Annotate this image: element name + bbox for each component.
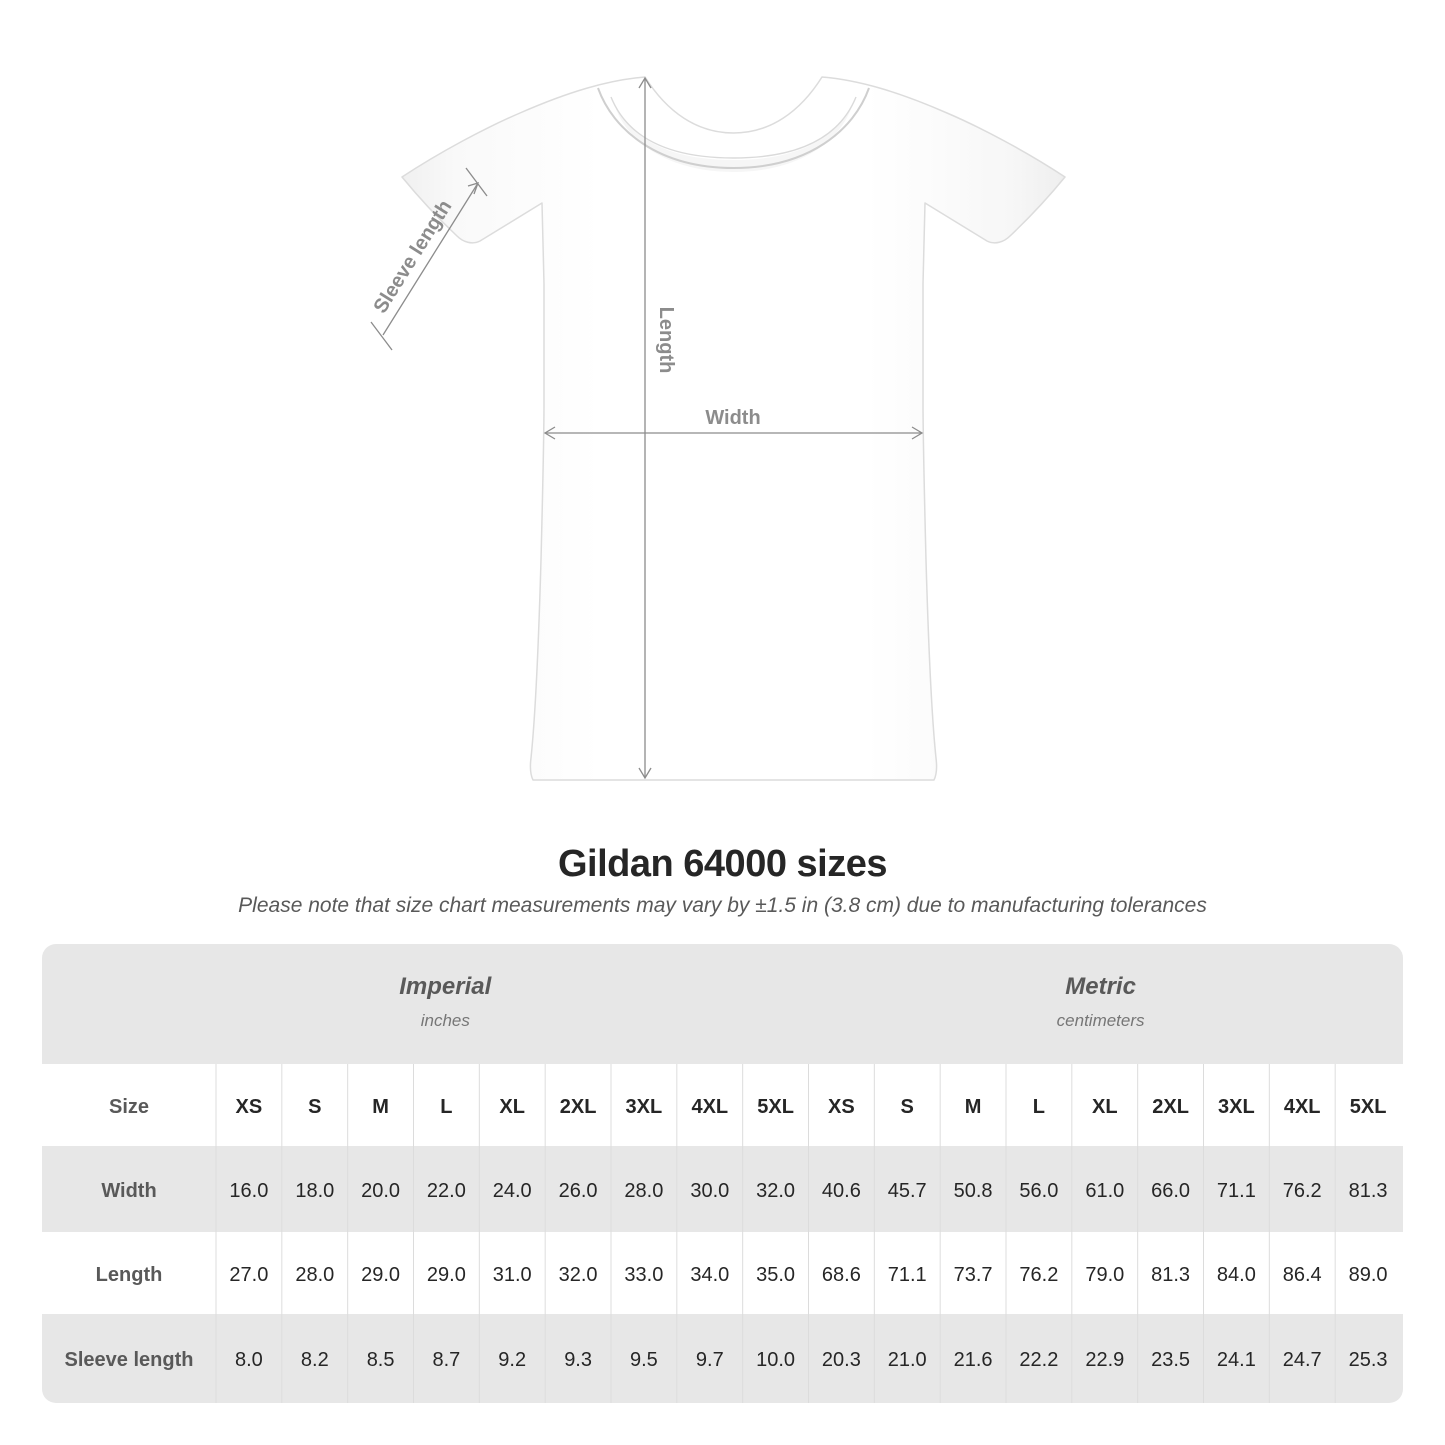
- svg-text:86.4: 86.4: [1283, 1264, 1322, 1286]
- svg-text:71.1: 71.1: [888, 1264, 927, 1286]
- svg-text:84.0: 84.0: [1217, 1264, 1256, 1286]
- svg-text:28.0: 28.0: [624, 1180, 663, 1202]
- svg-text:22.2: 22.2: [1019, 1349, 1058, 1371]
- svg-text:S: S: [308, 1096, 321, 1118]
- svg-text:3XL: 3XL: [626, 1096, 663, 1118]
- svg-text:66.0: 66.0: [1151, 1180, 1190, 1202]
- svg-text:56.0: 56.0: [1019, 1180, 1058, 1202]
- svg-text:30.0: 30.0: [690, 1180, 729, 1202]
- svg-text:89.0: 89.0: [1349, 1264, 1388, 1286]
- svg-text:10.0: 10.0: [756, 1349, 795, 1371]
- svg-text:M: M: [372, 1096, 389, 1118]
- svg-text:76.2: 76.2: [1019, 1264, 1058, 1286]
- svg-text:34.0: 34.0: [690, 1264, 729, 1286]
- svg-text:23.5: 23.5: [1151, 1349, 1190, 1371]
- svg-text:8.2: 8.2: [301, 1349, 329, 1371]
- svg-text:centimeters: centimeters: [1057, 1011, 1145, 1030]
- svg-text:81.3: 81.3: [1349, 1180, 1388, 1202]
- svg-text:4XL: 4XL: [1284, 1096, 1321, 1118]
- svg-text:20.3: 20.3: [822, 1349, 861, 1371]
- svg-text:24.0: 24.0: [493, 1180, 532, 1202]
- svg-text:24.1: 24.1: [1217, 1349, 1256, 1371]
- svg-text:8.5: 8.5: [367, 1349, 395, 1371]
- svg-text:Sleeve length: Sleeve length: [369, 196, 456, 317]
- svg-text:L: L: [440, 1096, 452, 1118]
- svg-text:Length: Length: [655, 307, 677, 374]
- svg-text:21.0: 21.0: [888, 1349, 927, 1371]
- svg-text:2XL: 2XL: [560, 1096, 597, 1118]
- svg-text:XS: XS: [828, 1096, 855, 1118]
- svg-text:9.2: 9.2: [498, 1349, 526, 1371]
- svg-text:XL: XL: [1092, 1096, 1118, 1118]
- svg-text:45.7: 45.7: [888, 1180, 927, 1202]
- svg-text:27.0: 27.0: [229, 1264, 268, 1286]
- svg-text:inches: inches: [421, 1011, 471, 1030]
- svg-text:31.0: 31.0: [493, 1264, 532, 1286]
- svg-text:4XL: 4XL: [691, 1096, 728, 1118]
- svg-text:81.3: 81.3: [1151, 1264, 1190, 1286]
- svg-text:2XL: 2XL: [1152, 1096, 1189, 1118]
- svg-text:20.0: 20.0: [361, 1180, 400, 1202]
- svg-text:9.5: 9.5: [630, 1349, 658, 1371]
- svg-text:XL: XL: [499, 1096, 525, 1118]
- svg-text:71.1: 71.1: [1217, 1180, 1256, 1202]
- svg-text:35.0: 35.0: [756, 1264, 795, 1286]
- svg-text:S: S: [901, 1096, 914, 1118]
- svg-text:18.0: 18.0: [295, 1180, 334, 1202]
- svg-text:29.0: 29.0: [427, 1264, 466, 1286]
- svg-text:32.0: 32.0: [756, 1180, 795, 1202]
- svg-text:24.7: 24.7: [1283, 1349, 1322, 1371]
- svg-text:16.0: 16.0: [229, 1180, 268, 1202]
- svg-text:76.2: 76.2: [1283, 1180, 1322, 1202]
- svg-text:79.0: 79.0: [1085, 1264, 1124, 1286]
- svg-text:61.0: 61.0: [1085, 1180, 1124, 1202]
- svg-text:21.6: 21.6: [954, 1349, 993, 1371]
- svg-text:32.0: 32.0: [559, 1264, 598, 1286]
- svg-text:Metric: Metric: [1065, 973, 1136, 1000]
- svg-text:73.7: 73.7: [954, 1264, 993, 1286]
- svg-text:22.9: 22.9: [1085, 1349, 1124, 1371]
- svg-text:Imperial: Imperial: [399, 973, 492, 1000]
- svg-text:22.0: 22.0: [427, 1180, 466, 1202]
- svg-text:26.0: 26.0: [559, 1180, 598, 1202]
- svg-text:XS: XS: [236, 1096, 263, 1118]
- svg-text:29.0: 29.0: [361, 1264, 400, 1286]
- svg-text:50.8: 50.8: [954, 1180, 993, 1202]
- svg-text:5XL: 5XL: [757, 1096, 794, 1118]
- svg-text:M: M: [965, 1096, 982, 1118]
- svg-text:40.6: 40.6: [822, 1180, 861, 1202]
- svg-text:Size: Size: [109, 1096, 149, 1118]
- svg-text:3XL: 3XL: [1218, 1096, 1255, 1118]
- svg-text:33.0: 33.0: [624, 1264, 663, 1286]
- svg-text:25.3: 25.3: [1349, 1349, 1388, 1371]
- svg-text:5XL: 5XL: [1350, 1096, 1387, 1118]
- svg-text:28.0: 28.0: [295, 1264, 334, 1286]
- svg-text:9.7: 9.7: [696, 1349, 724, 1371]
- svg-text:68.6: 68.6: [822, 1264, 861, 1286]
- svg-text:8.7: 8.7: [432, 1349, 460, 1371]
- svg-text:8.0: 8.0: [235, 1349, 263, 1371]
- svg-text:Sleeve length: Sleeve length: [65, 1349, 194, 1371]
- svg-text:9.3: 9.3: [564, 1349, 592, 1371]
- svg-text:L: L: [1033, 1096, 1045, 1118]
- svg-text:Width: Width: [101, 1180, 156, 1202]
- svg-text:Width: Width: [705, 407, 760, 429]
- svg-text:Length: Length: [96, 1264, 163, 1286]
